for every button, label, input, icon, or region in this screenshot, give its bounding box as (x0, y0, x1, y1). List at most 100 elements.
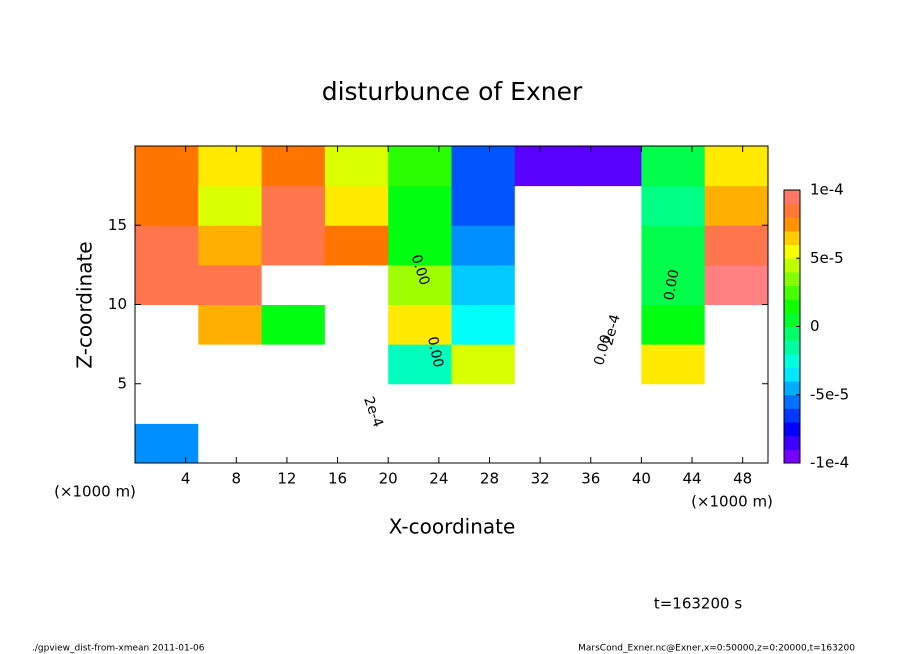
colorbar-swatch (784, 326, 800, 341)
cell (261, 225, 326, 266)
cell (641, 264, 706, 305)
cell (514, 383, 579, 424)
cell (514, 146, 579, 187)
cell (641, 423, 706, 464)
cell (704, 264, 769, 305)
cell (388, 344, 452, 385)
x-tick-label: 36 (581, 470, 600, 488)
colorbar-swatch (784, 190, 800, 205)
x-tick-label: 48 (733, 470, 752, 488)
colorbar-swatch (784, 271, 800, 287)
cell (324, 383, 389, 424)
contour-label: 2e-4 (600, 313, 624, 348)
x-unit: (×1000 m) (691, 493, 773, 511)
colorbar-swatch (784, 449, 800, 464)
cell (704, 304, 769, 345)
cell (198, 344, 263, 385)
x-tick-label: 32 (531, 470, 550, 488)
colorbar-swatch (784, 435, 800, 450)
cell (578, 225, 642, 266)
cell (135, 264, 199, 305)
cell (704, 146, 769, 187)
cell (135, 146, 199, 187)
cell (324, 344, 389, 385)
cell (578, 423, 642, 464)
contour-label: 0.00 (661, 268, 682, 301)
cell (324, 264, 389, 305)
x-tick-label: 40 (632, 470, 651, 488)
cell (451, 185, 516, 226)
cell (641, 344, 706, 385)
colorbar-swatch (784, 353, 800, 368)
colorbar-tick-label: 5e-5 (810, 249, 844, 267)
cell (198, 423, 263, 464)
cell (641, 304, 706, 345)
cell (578, 146, 642, 187)
x-axis-label: X-coordinate (389, 515, 516, 539)
colorbar-swatch (784, 340, 800, 355)
cell (324, 185, 389, 226)
cell (261, 383, 326, 424)
cell (641, 225, 706, 266)
cell (261, 304, 326, 345)
cell (135, 383, 199, 424)
cell (514, 344, 579, 385)
cell (388, 185, 452, 226)
cell (135, 225, 199, 266)
cell (388, 423, 452, 464)
cell (135, 304, 199, 345)
cell (451, 423, 516, 464)
y-tick-label: 10 (108, 295, 127, 313)
cell (704, 225, 769, 266)
cell (261, 264, 326, 305)
cell (514, 423, 579, 464)
cell (641, 383, 706, 424)
colorbar-swatch (784, 367, 800, 382)
chart-title: disturbunce of Exner (322, 77, 583, 106)
cell (514, 185, 579, 226)
cell (198, 185, 263, 226)
colorbar-swatch (784, 408, 800, 423)
x-tick-label: 20 (379, 470, 398, 488)
x-tick-label: 24 (429, 470, 448, 488)
cell (514, 264, 579, 305)
cell (704, 185, 769, 226)
colorbar-tick-label: -1e-4 (810, 454, 849, 472)
colorbar-swatch (784, 258, 800, 273)
cell (641, 185, 706, 226)
cell (578, 185, 642, 226)
cell (451, 146, 516, 187)
x-tick-label: 4 (181, 470, 191, 488)
cell (135, 344, 199, 385)
cell (135, 423, 199, 464)
cell (451, 225, 516, 266)
colorbar-tick-label: 0 (810, 317, 820, 335)
y-tick-label: 15 (108, 216, 127, 234)
footer-left: ./gpview_dist-from-xmean 2011-01-06 (32, 644, 205, 654)
cell (388, 146, 452, 187)
colorbar-tick-label: 1e-4 (810, 181, 844, 199)
x-tick-label: 16 (328, 470, 347, 488)
cell (578, 264, 642, 305)
cell (324, 304, 389, 345)
colorbar-swatch (784, 203, 800, 218)
x-tick-label: 8 (232, 470, 242, 488)
cell (198, 304, 263, 345)
cell (641, 146, 706, 187)
colorbar-swatch (784, 394, 800, 409)
cell (451, 344, 516, 385)
colorbar-swatch (784, 230, 800, 246)
cell (388, 383, 452, 424)
cell (324, 423, 389, 464)
colorbar-swatch (784, 299, 800, 314)
cell (261, 185, 326, 226)
cell (514, 304, 579, 345)
cell (514, 225, 579, 266)
cell (704, 423, 769, 464)
cell (198, 383, 263, 424)
cell (388, 225, 452, 266)
cell (198, 264, 263, 305)
time-label: t=163200 s (654, 595, 742, 613)
cell (578, 383, 642, 424)
